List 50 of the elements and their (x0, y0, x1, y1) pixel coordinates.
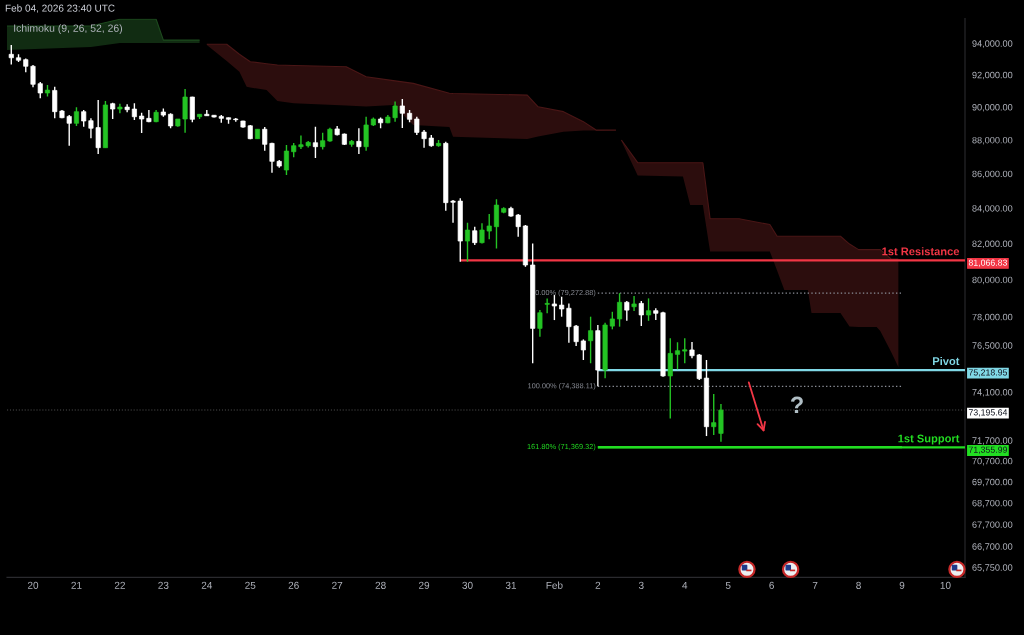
x-tick-label: 8 (856, 581, 861, 589)
x-tick-label: 25 (245, 581, 256, 589)
annotation: ? (790, 396, 803, 414)
x-tick-label: 21 (71, 581, 82, 589)
y-tick-label: 70,700.00 (972, 457, 1013, 466)
x-tick-label: 28 (375, 581, 386, 589)
x-tick-label: 26 (288, 581, 299, 589)
series-label: 1st Support (898, 434, 960, 445)
x-tick-label: 4 (682, 581, 688, 589)
x-tick-label: 30 (462, 581, 473, 589)
x-tick-label: 7 (812, 581, 818, 589)
y-tick-label: 80,000.00 (972, 276, 1013, 285)
y-tick-label: 69,700.00 (972, 478, 1013, 487)
x-tick-label: 24 (201, 581, 213, 589)
y-tick-label: 94,000.00 (972, 40, 1013, 48)
series-label: Pivot (933, 356, 960, 366)
annotation: Ichimoku (9, 26, 52, 26) (14, 24, 123, 34)
y-tick-label: 65,750.00 (972, 564, 1013, 572)
x-tick-label: 22 (114, 581, 125, 589)
y-tick-label: 92,000.00 (972, 71, 1013, 80)
x-tick-label: 10 (940, 581, 951, 589)
y-tick-label: 66,700.00 (972, 543, 1013, 551)
y-tick-label: 76,500.00 (972, 342, 1013, 350)
data-label: 75,218.95 (968, 369, 1008, 377)
x-tick-label: 5 (725, 581, 731, 589)
y-tick-label: 90,000.00 (972, 104, 1013, 112)
x-tick-label: 31 (505, 581, 517, 589)
x-tick-label: 2 (595, 581, 601, 589)
x-tick-label: 27 (332, 581, 343, 589)
chart-title: Feb 04, 2026 23:40 UTC (5, 4, 115, 13)
y-tick-label: 88,000.00 (972, 136, 1013, 145)
y-tick-label: 78,000.00 (972, 313, 1013, 322)
y-tick-label: 68,700.00 (972, 499, 1013, 508)
y-tick-label: 86,000.00 (972, 170, 1013, 179)
y-tick-label: 71,700.00 (972, 437, 1013, 445)
x-tick-label: 3 (638, 581, 644, 589)
x-tick-label: 9 (899, 581, 905, 589)
y-tick-label: 74,100.00 (972, 388, 1013, 397)
x-tick-label: 20 (27, 581, 39, 589)
x-tick-label: 29 (419, 581, 430, 589)
data-label: 71,355.99 (968, 446, 1007, 454)
ref-line-label: 73,195.64 (968, 409, 1008, 417)
x-tick-label: Feb (546, 581, 563, 589)
x-tick-label: 6 (769, 581, 774, 589)
data-label: 81,066.83 (968, 259, 1008, 267)
y-tick-label: 82,000.00 (972, 240, 1013, 249)
series-label: 1st Resistance (882, 247, 960, 256)
y-tick-label: 84,000.00 (972, 205, 1013, 213)
y-tick-label: 67,700.00 (972, 521, 1013, 529)
x-tick-label: 23 (158, 581, 169, 589)
